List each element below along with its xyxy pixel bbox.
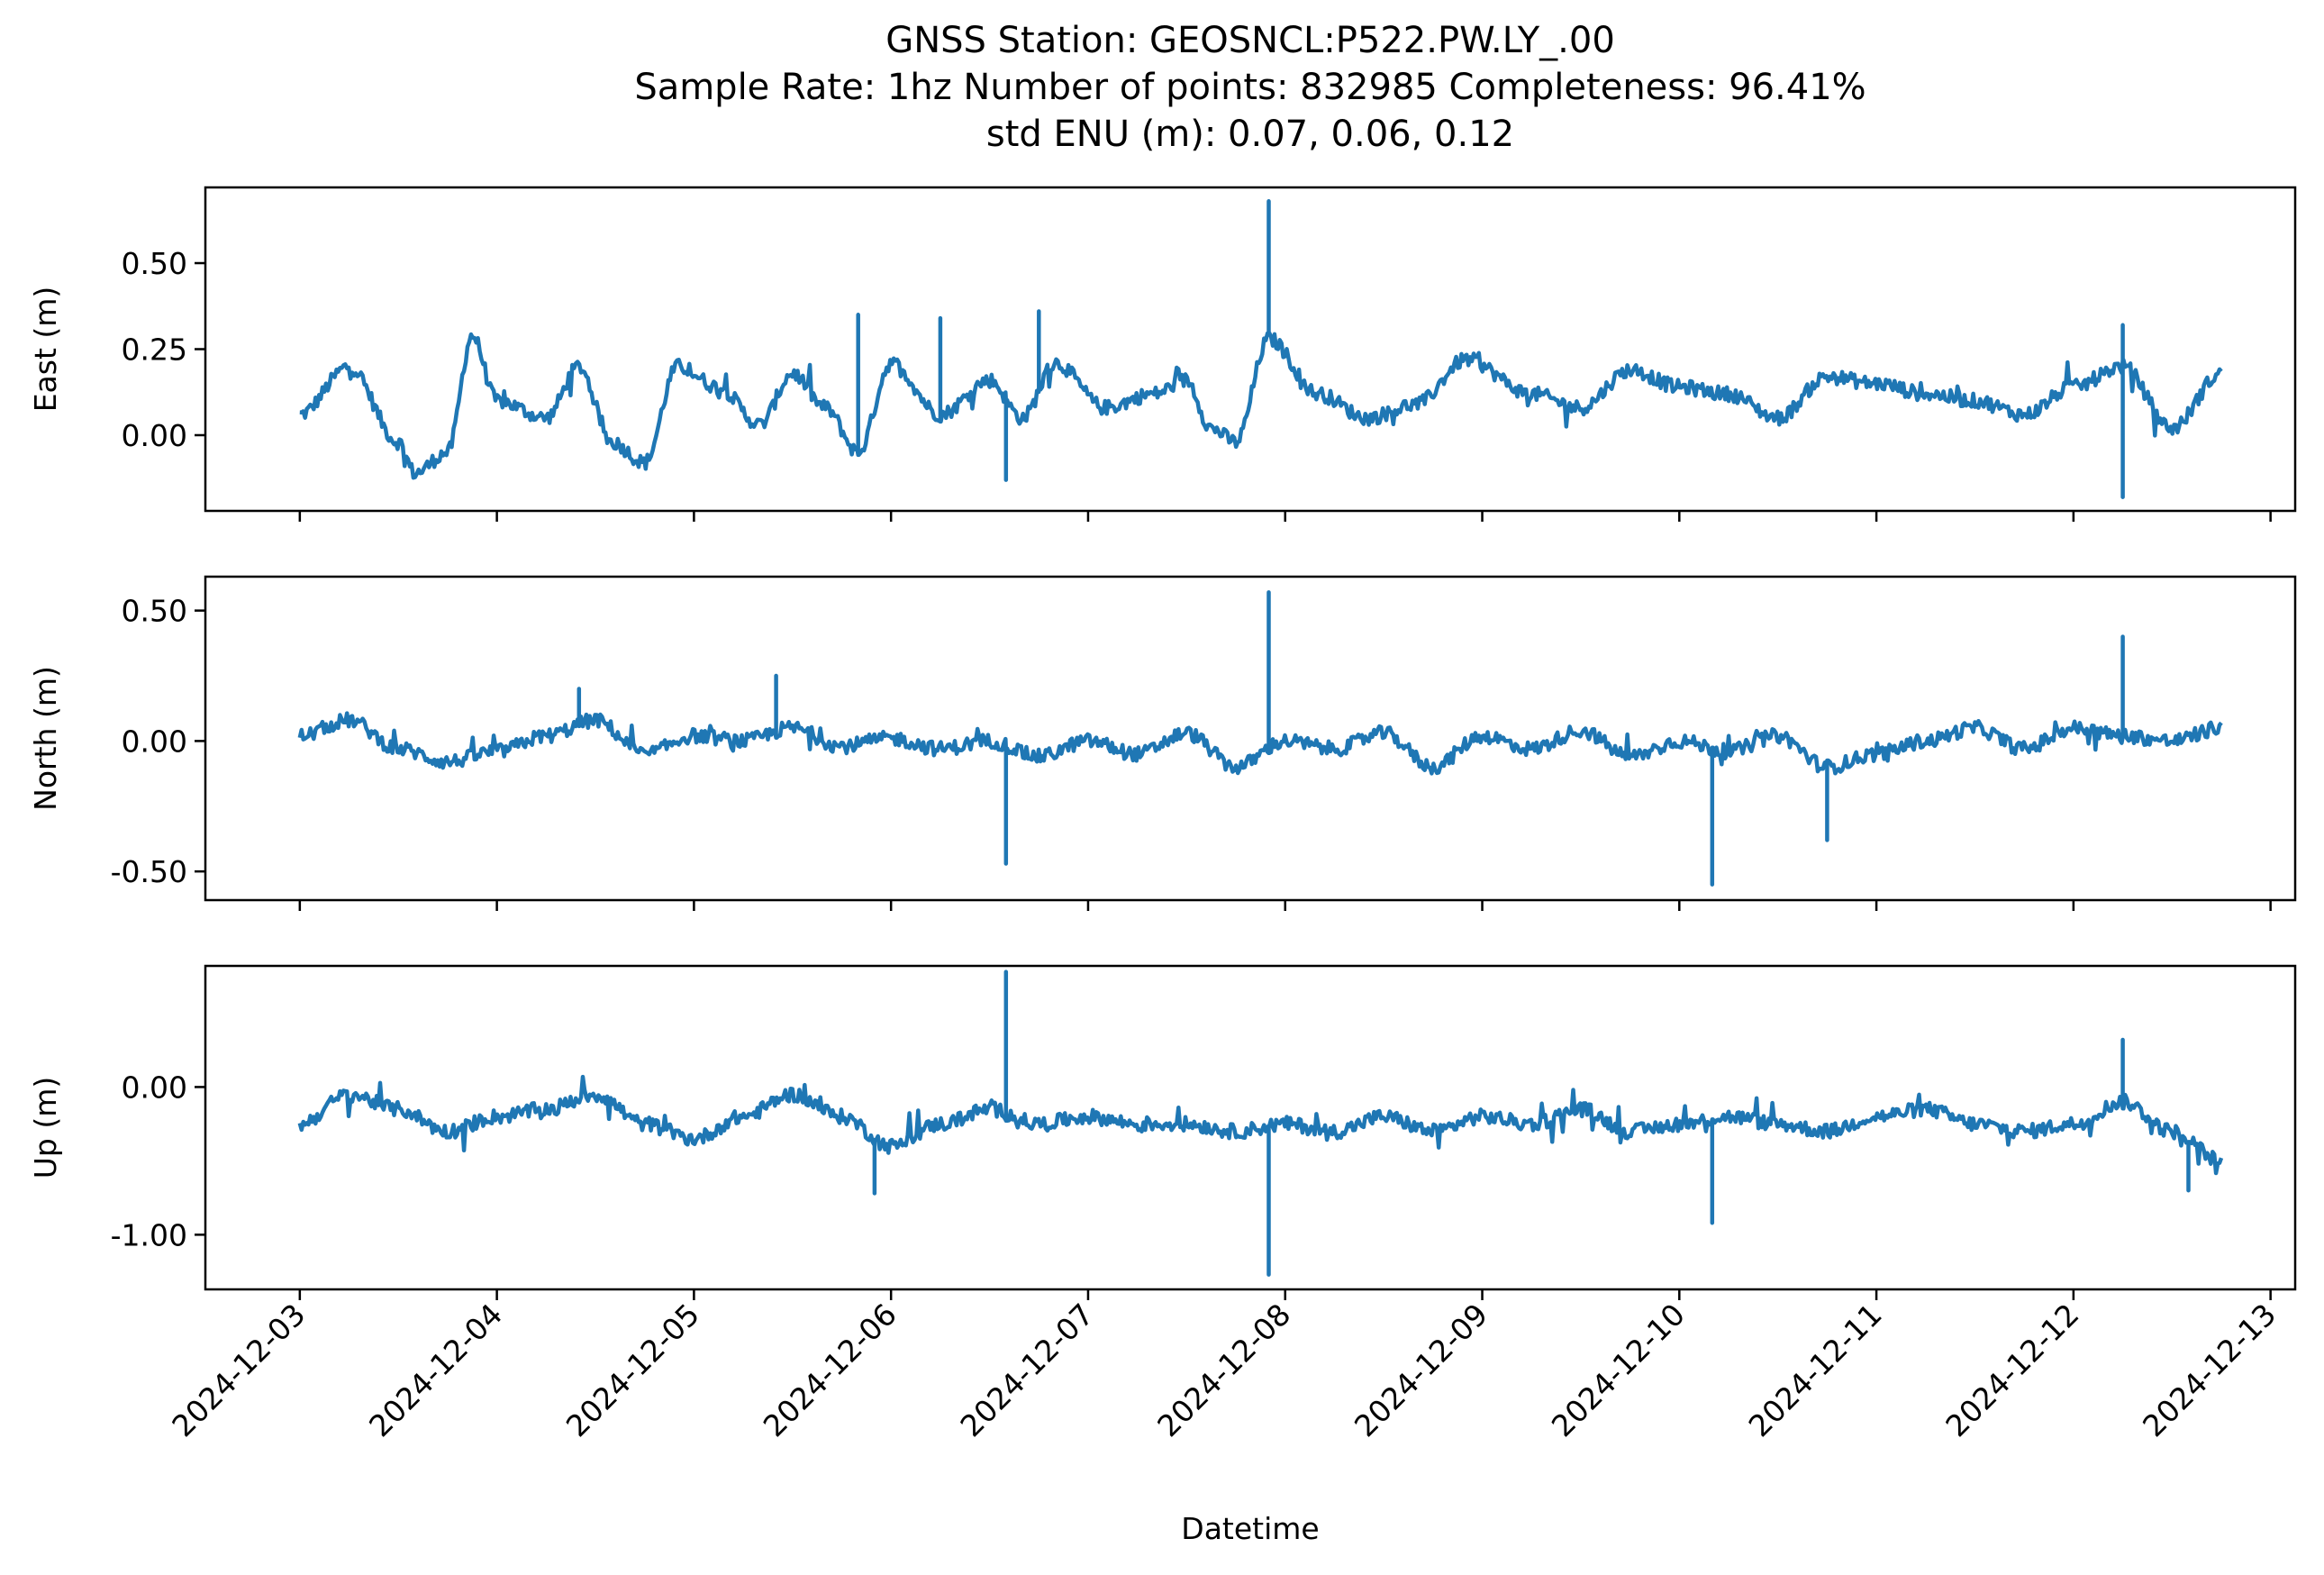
chart-title-line-3: std ENU (m): 0.07, 0.06, 0.12 [986,114,1514,155]
east-y-tick-label: 0.50 [122,246,187,281]
up-plot-frame [204,964,2297,1291]
north-y-axis-label: North (m) [28,666,63,811]
north-y-tick-label: 0.00 [122,724,187,759]
east-y-tick-label: 0.25 [122,332,187,368]
north-plot-frame [204,575,2297,902]
chart-title-line-1: GNSS Station: GEOSNCL:P522.PW.LY_.00 [885,20,1615,61]
up-y-tick-label: -1.00 [111,1217,187,1252]
east-y-axis-label: East (m) [28,287,63,413]
x-axis-label: Datetime [1181,1511,1319,1546]
up-y-tick-label: 0.00 [122,1070,187,1105]
north-y-tick-label: -0.50 [111,854,187,889]
east-panel: 0.00 0.25 0.50 East (m) [28,186,2297,522]
up-y-axis-label: Up (m) [28,1077,63,1179]
north-panel: -0.50 0.00 0.50 North (m) [28,575,2297,911]
north-series-line [297,590,2223,887]
north-y-tick-label: 0.50 [122,594,187,629]
east-y-tick-label: 0.00 [122,418,187,453]
chart-title-line-2: Sample Rate: 1hz Number of points: 83298… [634,67,1866,108]
up-series-line [297,970,2224,1277]
east-series-line [299,199,2223,499]
up-panel: -1.00 0.00 Up (m) [28,964,2297,1300]
